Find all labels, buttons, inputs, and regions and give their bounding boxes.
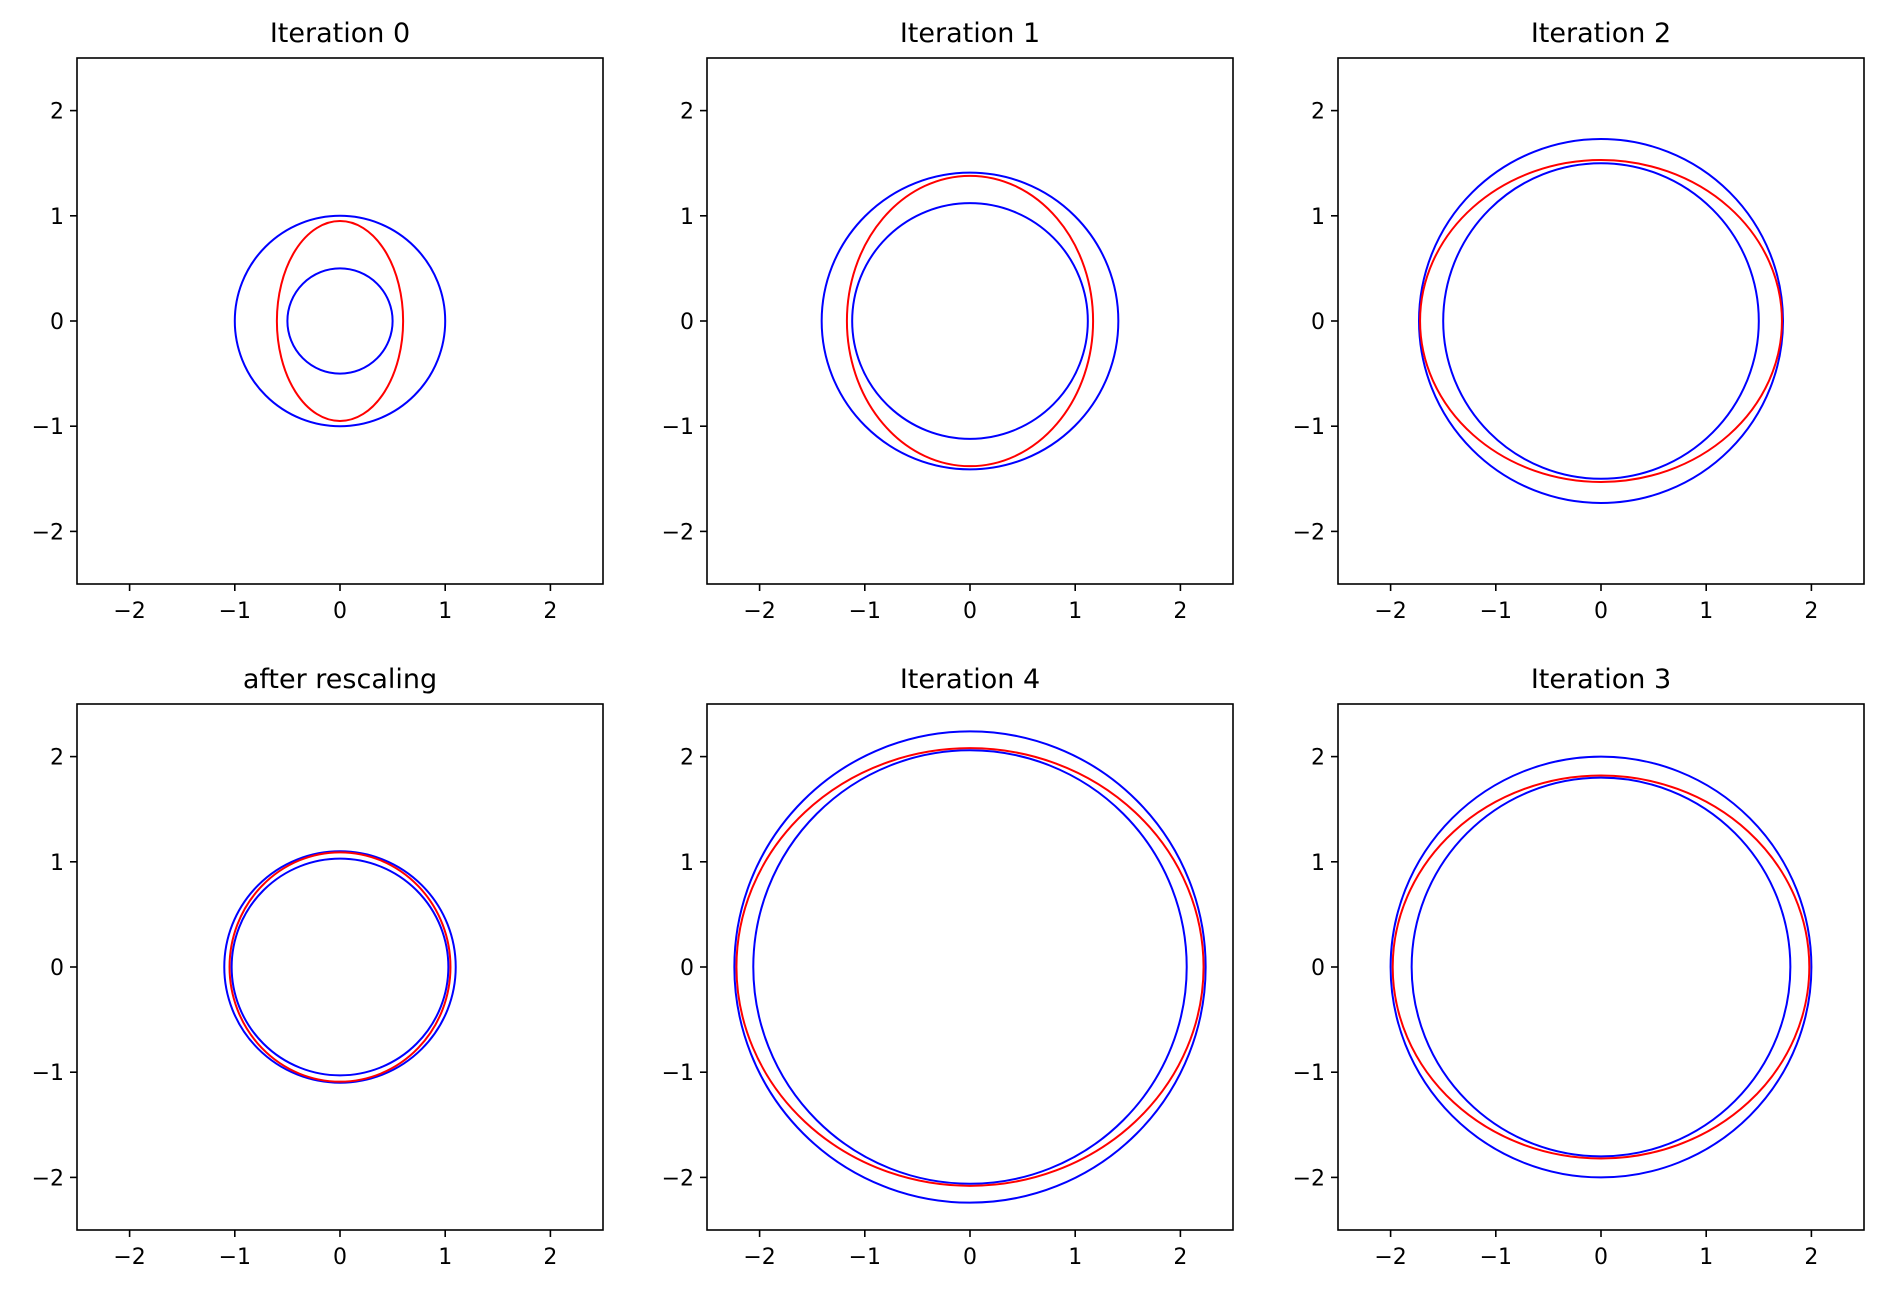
x-tick-label: 1	[1699, 1245, 1713, 1270]
panel-title: Iteration 0	[270, 18, 410, 49]
panel-title: Iteration 1	[900, 18, 1040, 49]
y-tick-label: −2	[1293, 1166, 1325, 1191]
axes-frame	[706, 703, 1234, 1231]
x-tick-label: 2	[1804, 1245, 1818, 1270]
y-tick-label: 2	[1311, 746, 1325, 771]
x-tick-label: −2	[113, 599, 145, 624]
y-tick-label: 1	[1311, 205, 1325, 230]
axes-frame	[76, 703, 604, 1231]
x-tick-label: 2	[1804, 599, 1818, 624]
x-tick-label: −1	[1480, 599, 1512, 624]
axes-frame	[1337, 703, 1865, 1231]
y-tick-label: −1	[1293, 1061, 1325, 1086]
y-tick-label: 0	[1311, 310, 1325, 335]
y-tick-label: −2	[662, 1166, 694, 1191]
y-tick-label: −2	[662, 520, 694, 545]
panel-title: after rescaling	[243, 664, 437, 695]
panel-0: Iteration 0 −2 −1 0 1 2 2 1 0 −1 −2	[32, 18, 604, 624]
blue-curve-2	[286, 267, 394, 375]
x-tick-label: 0	[1594, 1245, 1608, 1270]
blue-curve-2	[230, 857, 450, 1077]
blue-curve-2	[1410, 776, 1792, 1158]
x-tick-label: 2	[1173, 1245, 1187, 1270]
blue-curve-0	[1418, 138, 1784, 504]
y-tick-label: −1	[662, 415, 694, 440]
x-tick-label: −2	[743, 1245, 775, 1270]
red-curve-1	[1391, 774, 1811, 1160]
y-tick-label: 0	[680, 956, 694, 981]
blue-curve-0	[223, 850, 457, 1084]
axes-frame	[706, 57, 1234, 585]
red-curve-1	[275, 220, 405, 422]
red-curve-1	[1419, 159, 1783, 483]
blue-curve-2	[851, 202, 1089, 440]
y-tick-label: 2	[50, 100, 64, 125]
y-tick-label: 1	[1311, 851, 1325, 876]
blue-curve-0	[733, 730, 1207, 1204]
x-tick-label: 2	[543, 599, 557, 624]
x-tick-label: 1	[1699, 599, 1713, 624]
blue-curve-0	[820, 171, 1120, 471]
x-tick-label: −2	[1374, 599, 1406, 624]
panel-4: Iteration 4 −2 −1 0 1 2 2 1 0 −1 −2	[662, 664, 1234, 1270]
x-tick-label: −1	[849, 599, 881, 624]
red-curve-1	[228, 851, 452, 1083]
x-tick-label: 0	[333, 599, 347, 624]
panel-title: Iteration 4	[900, 664, 1040, 695]
y-tick-label: 0	[1311, 956, 1325, 981]
x-tick-label: −1	[219, 1245, 251, 1270]
x-tick-label: −2	[743, 599, 775, 624]
x-tick-label: −1	[849, 1245, 881, 1270]
x-tick-label: 0	[333, 1245, 347, 1270]
y-tick-label: 2	[680, 746, 694, 771]
y-tick-label: 1	[680, 851, 694, 876]
y-tick-label: 1	[50, 205, 64, 230]
y-tick-label: −1	[662, 1061, 694, 1086]
x-tick-label: −2	[1374, 1245, 1406, 1270]
x-tick-label: 1	[438, 1245, 452, 1270]
panel-2: Iteration 2 −2 −1 0 1 2 2 1 0 −1 −2	[1293, 18, 1865, 624]
x-tick-label: −1	[1480, 1245, 1512, 1270]
y-tick-label: 1	[680, 205, 694, 230]
x-tick-label: −1	[219, 599, 251, 624]
red-curve-1	[845, 174, 1095, 468]
x-tick-label: 0	[1594, 599, 1608, 624]
x-tick-label: 2	[1173, 599, 1187, 624]
y-tick-label: −2	[1293, 520, 1325, 545]
x-tick-label: 0	[963, 1245, 977, 1270]
x-tick-label: 1	[1068, 1245, 1082, 1270]
y-tick-label: 0	[50, 956, 64, 981]
axes-frame	[76, 57, 604, 585]
y-tick-label: −2	[32, 1166, 64, 1191]
x-tick-label: 0	[963, 599, 977, 624]
y-tick-label: −1	[32, 415, 64, 440]
blue-curve-2	[1442, 162, 1760, 480]
axes-frame	[1337, 57, 1865, 585]
panel-5: Iteration 3 −2 −1 0 1 2 2 1 0 −1 −2	[1293, 664, 1865, 1270]
y-tick-label: 2	[680, 100, 694, 125]
y-tick-label: −1	[1293, 415, 1325, 440]
x-tick-label: −2	[113, 1245, 145, 1270]
red-curve-1	[735, 747, 1205, 1187]
blue-curve-2	[752, 749, 1188, 1185]
blue-curve-0	[233, 214, 447, 428]
y-tick-label: −2	[32, 520, 64, 545]
y-tick-label: 0	[680, 310, 694, 335]
x-tick-label: 1	[1068, 599, 1082, 624]
blue-curve-0	[1389, 755, 1813, 1179]
y-tick-label: 2	[1311, 100, 1325, 125]
y-tick-label: 1	[50, 851, 64, 876]
y-tick-label: 0	[50, 310, 64, 335]
panel-3: after rescaling −2 −1 0 1 2 2 1 0 −1 −2	[32, 664, 604, 1270]
y-tick-label: −1	[32, 1061, 64, 1086]
y-tick-label: 2	[50, 746, 64, 771]
x-tick-label: 1	[438, 599, 452, 624]
x-tick-label: 2	[543, 1245, 557, 1270]
panel-title: Iteration 2	[1531, 18, 1671, 49]
panel-1: Iteration 1 −2 −1 0 1 2 2 1 0 −1 −2	[662, 18, 1234, 624]
panel-title: Iteration 3	[1531, 664, 1671, 695]
